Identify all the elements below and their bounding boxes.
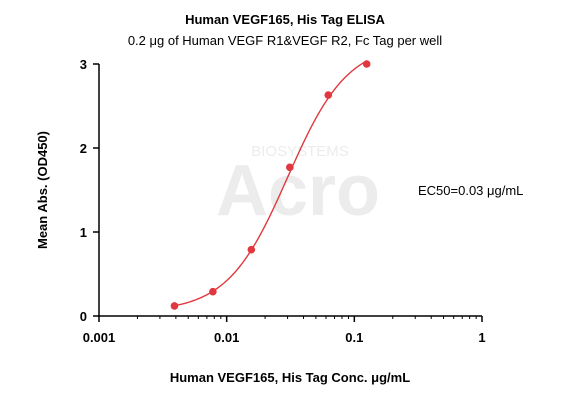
y-axis-label: Mean Abs. (OD450) <box>35 131 50 249</box>
chart-subtitle: 0.2 μg of Human VEGF R1&VEGF R2, Fc Tag … <box>128 33 442 48</box>
y-tick-label: 1 <box>80 225 87 240</box>
data-point <box>209 287 217 296</box>
data-point <box>170 302 179 310</box>
ec50-annotation: EC50=0.03 μg/mL <box>418 183 523 198</box>
data-points <box>170 60 371 310</box>
x-tick-label: 0.01 <box>214 330 239 345</box>
axes <box>98 64 482 317</box>
fit-curve <box>174 60 368 307</box>
chart-title: Human VEGF165, His Tag ELISA <box>185 12 385 27</box>
x-tick-label: 0.001 <box>83 330 116 345</box>
watermark-brand: Acro <box>216 151 380 231</box>
x-tick-label: 0.1 <box>345 330 363 345</box>
watermark: BIOSYSTEMS Acro <box>216 143 380 231</box>
data-point <box>362 60 371 68</box>
x-tick-label: 1 <box>478 330 485 345</box>
x-axis-label: Human VEGF165, His Tag Conc. μg/mL <box>170 370 410 385</box>
ticks: 0.001 0.01 0.1 1 0 1 2 3 <box>80 57 486 345</box>
y-tick-label: 0 <box>80 309 87 324</box>
data-point <box>286 163 294 172</box>
fit-curve-layer <box>174 60 368 307</box>
y-tick-label: 3 <box>80 57 87 72</box>
y-tick-label: 2 <box>80 141 87 156</box>
data-point <box>324 91 333 99</box>
data-point <box>247 245 256 254</box>
